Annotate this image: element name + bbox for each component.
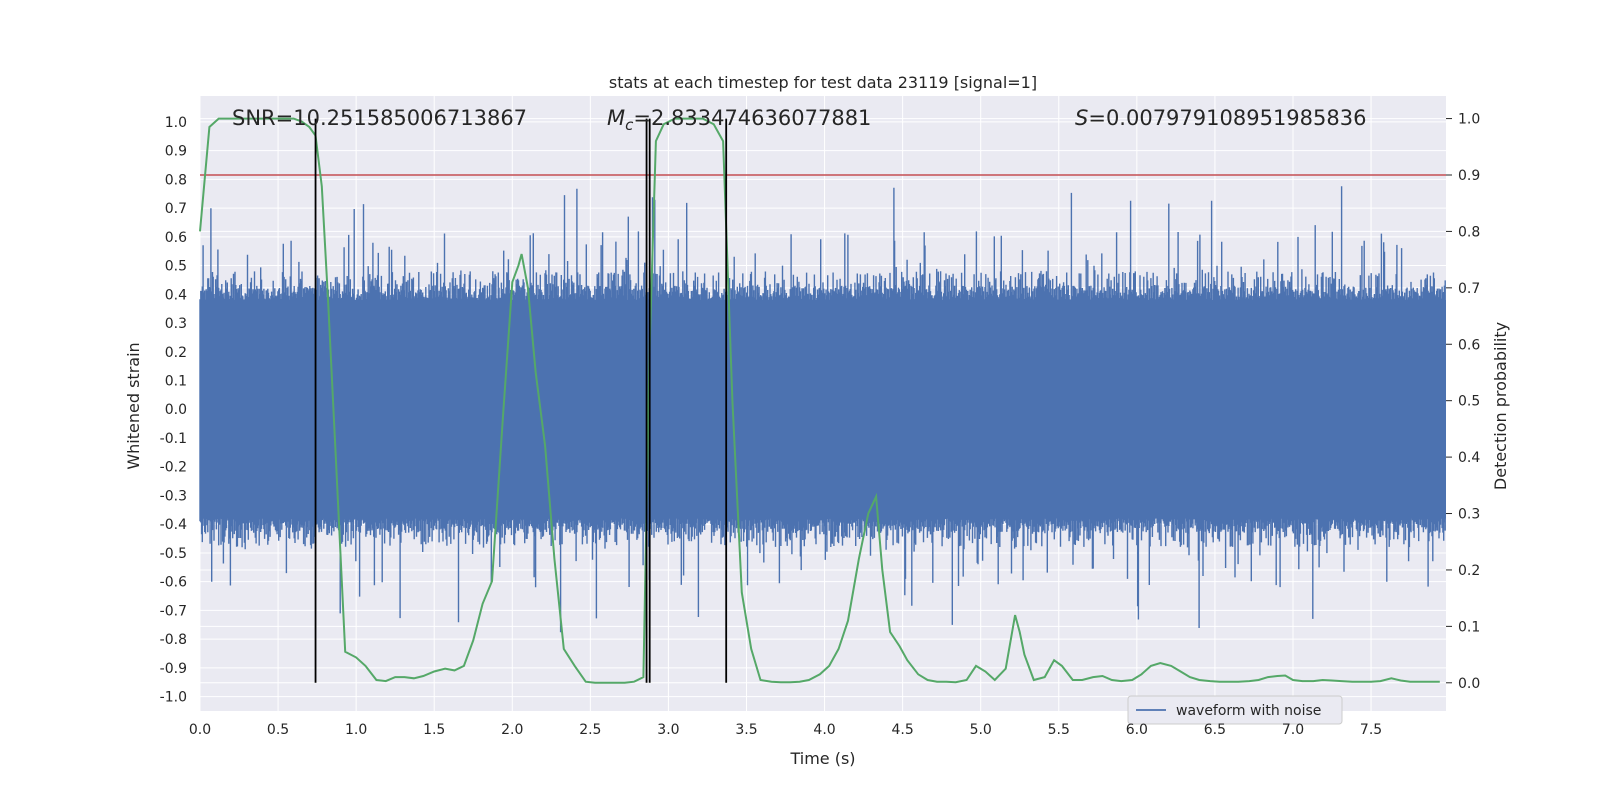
- legend: waveform with noise: [1127, 695, 1343, 725]
- x-tick-label: 4.0: [813, 722, 835, 738]
- y-right-tick-label: 0.4: [1458, 450, 1480, 466]
- y-left-tick-label: -1.0: [160, 690, 187, 706]
- x-tick-label: 0.5: [267, 722, 289, 738]
- x-tick-label: 3.5: [735, 722, 757, 738]
- y-right-tick-label: 0.8: [1458, 224, 1480, 240]
- y-left-tick-label: -0.4: [160, 517, 187, 533]
- y-right-tick-label: 0.0: [1458, 676, 1480, 692]
- y-left-tick-label: 0.7: [165, 201, 187, 217]
- x-tick-label: 0.0: [189, 722, 211, 738]
- annotation-s: S=0.007979108951985836: [1075, 106, 1366, 130]
- legend-box: [1127, 695, 1343, 725]
- y-left-tick-label: -0.8: [160, 632, 187, 648]
- y-left-tick-label: 0.1: [165, 374, 187, 390]
- vertical-markers: [314, 118, 728, 683]
- annotation-snr: SNR=10.251585006713867: [232, 106, 527, 130]
- x-tick-label: 2.0: [501, 722, 523, 738]
- y-right-tick-label: 1.0: [1458, 112, 1480, 128]
- annotation-s-symbol: S: [1075, 106, 1088, 130]
- x-tick-label: 3.0: [657, 722, 679, 738]
- annotation-chirp-mass-subscript: c: [625, 116, 634, 134]
- probability-series: [199, 117, 1440, 684]
- y-right-tick-label: 0.7: [1458, 281, 1480, 297]
- y-left-tick-label: -0.1: [160, 431, 187, 447]
- y-left-tick-label: -0.6: [160, 575, 187, 591]
- x-tick-label: 7.0: [1282, 722, 1304, 738]
- y-left-tick-label: 0.5: [165, 259, 187, 275]
- x-tick-label: 1.0: [345, 722, 367, 738]
- legend-label-waveform: waveform with noise: [1176, 703, 1321, 719]
- annotation-chirp-mass-value: =2.833474636077881: [633, 106, 871, 130]
- chart-title: stats at each timestep for test data 231…: [609, 73, 1037, 92]
- y-right-tick-label: 0.2: [1458, 563, 1480, 579]
- probability-line: [199, 117, 1440, 684]
- y-left-tick-label: 0.6: [165, 230, 187, 246]
- y-axis-label-left: Whitened strain: [124, 342, 143, 469]
- y-right-tick-label: 0.5: [1458, 394, 1480, 410]
- y-right-tick-label: 0.1: [1458, 619, 1480, 635]
- x-tick-label: 6.5: [1204, 722, 1226, 738]
- y-axis-label-right: Detection probability: [1491, 322, 1510, 490]
- waveform-line: [199, 186, 1446, 633]
- y-left-tick-label: -0.7: [160, 603, 187, 619]
- x-axis-label: Time (s): [789, 749, 855, 768]
- x-tick-label: 4.5: [891, 722, 913, 738]
- y-left-tick-label: -0.2: [160, 460, 187, 476]
- x-tick-label: 5.5: [1048, 722, 1070, 738]
- waveform-series: [199, 186, 1446, 633]
- annotation-s-value: =0.007979108951985836: [1088, 106, 1366, 130]
- y-right-tick-label: 0.9: [1458, 168, 1480, 184]
- y-left-tick-label: -0.5: [160, 546, 187, 562]
- y-left-tick-label: 0.3: [165, 316, 187, 332]
- y-left-tick-label: 0.9: [165, 144, 187, 160]
- y-left-tick-label: 0.8: [165, 172, 187, 188]
- x-tick-label: 5.0: [970, 722, 992, 738]
- y-right-tick-label: 0.3: [1458, 507, 1480, 523]
- y-left-tick-label: 0.2: [165, 345, 187, 361]
- x-tick-label: 6.0: [1126, 722, 1148, 738]
- y-right-tick-label: 0.6: [1458, 337, 1480, 353]
- annotation-chirp-mass: Mc=2.833474636077881: [607, 106, 871, 134]
- y-left-tick-label: -0.3: [160, 488, 187, 504]
- annotation-chirp-mass-symbol: M: [607, 106, 625, 130]
- x-tick-label: 7.5: [1360, 722, 1382, 738]
- x-tick-label: 2.5: [579, 722, 601, 738]
- tick-marks: [1446, 118, 1452, 684]
- y-left-tick-label: 0.0: [165, 402, 187, 418]
- y-left-tick-label: -0.9: [160, 661, 187, 677]
- y-left-tick-label: 1.0: [165, 115, 187, 131]
- x-tick-label: 1.5: [423, 722, 445, 738]
- y-left-tick-label: 0.4: [165, 287, 187, 303]
